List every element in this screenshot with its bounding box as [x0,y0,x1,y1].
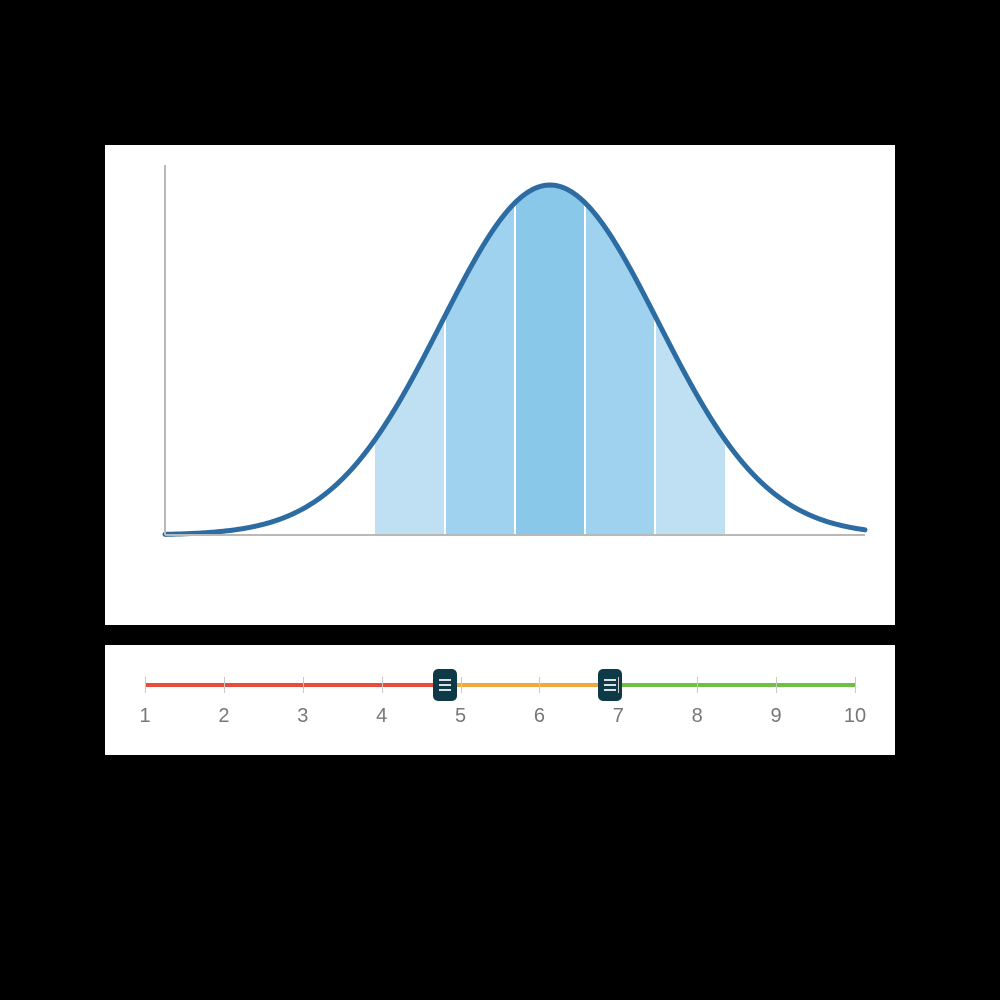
segment-high [610,683,855,687]
segment-mid [445,683,611,687]
tick-label: 7 [613,705,624,728]
bell-curve-svg [105,145,895,625]
tick-mark [303,677,304,693]
bell-curve-chart [105,145,895,625]
tick-label: 4 [376,705,387,728]
segment-low [145,683,445,687]
tick-mark [618,677,619,693]
slider-handle-low[interactable] [433,669,457,701]
curve-fill-section [515,185,585,535]
tick-mark [224,677,225,693]
tick-label: 8 [692,705,703,728]
tick-label: 10 [844,705,866,728]
tick-mark [382,677,383,693]
tick-mark [145,677,146,693]
tick-mark [461,677,462,693]
tick-label: 1 [139,705,150,728]
tick-label: 6 [534,705,545,728]
tick-label: 5 [455,705,466,728]
tick-label: 3 [297,705,308,728]
range-slider: 1 2 3 4 5 6 7 8 9 10 [105,645,895,755]
tick-label: 9 [771,705,782,728]
tick-mark [776,677,777,693]
tick-mark [855,677,856,693]
tick-mark [539,677,540,693]
tick-label: 2 [218,705,229,728]
tick-mark [697,677,698,693]
